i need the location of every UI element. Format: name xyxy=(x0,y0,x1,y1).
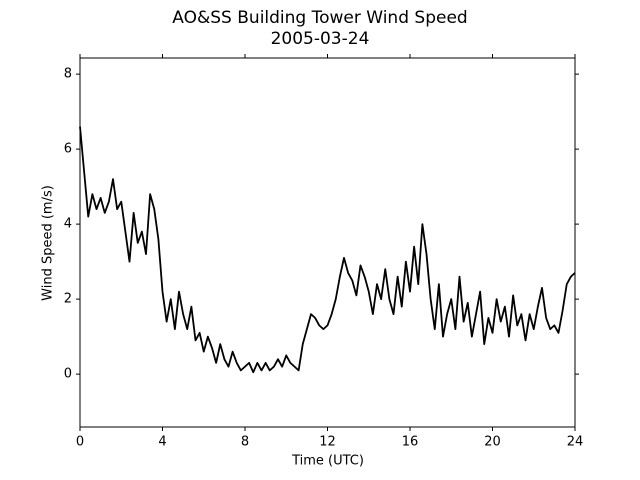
data-line xyxy=(79,126,576,374)
x-tick-label: 16 xyxy=(402,435,419,450)
x-tick-label: 8 xyxy=(241,435,249,450)
y-tick-label: 4 xyxy=(64,217,72,232)
y-axis-label: Wind Speed (m/s) xyxy=(41,185,56,301)
chart-title: AO&SS Building Tower Wind Speed xyxy=(172,8,467,28)
x-axis-label: Time (UTC) xyxy=(291,454,364,469)
y-tick-label: 2 xyxy=(64,292,72,307)
x-tick-label: 24 xyxy=(567,435,584,450)
y-tick-label: 0 xyxy=(64,367,72,382)
x-tick-label: 4 xyxy=(158,435,166,450)
x-tick-label: 0 xyxy=(76,435,84,450)
x-tick-label: 12 xyxy=(319,435,336,450)
x-tick-label: 20 xyxy=(484,435,501,450)
chart-subtitle: 2005-03-24 xyxy=(271,29,370,49)
plot-frame xyxy=(79,57,576,428)
y-tick-label: 8 xyxy=(64,67,72,82)
y-tick-label: 6 xyxy=(64,142,72,157)
